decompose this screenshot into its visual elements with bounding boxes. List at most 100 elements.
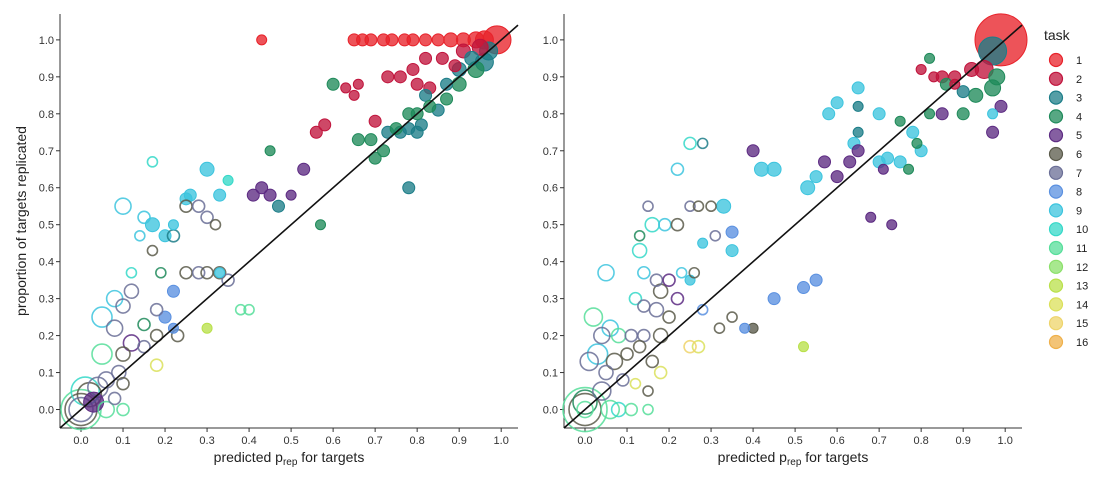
left-point-task-4 xyxy=(315,219,327,231)
right-point-task-4 xyxy=(572,389,598,415)
left-x-tick-label: 0.9 xyxy=(452,435,467,447)
left-point-task-4 xyxy=(137,317,151,332)
left-point-task-7 xyxy=(191,199,206,214)
left-point-task-6 xyxy=(115,346,131,362)
right-point-task-6 xyxy=(713,322,726,334)
right-x-axis-title-sub: rep xyxy=(787,457,802,468)
left-point-task-9 xyxy=(134,229,146,242)
left-x-tick-label: 0.2 xyxy=(157,435,172,447)
right-point-task-7 xyxy=(709,229,722,242)
left-point-task-4 xyxy=(451,76,467,92)
legend-swatch-task-6 xyxy=(1048,146,1064,162)
left-point-task-10 xyxy=(146,156,159,168)
left-point-task-3 xyxy=(271,199,285,213)
left-point-task-1 xyxy=(443,32,459,48)
right-point-task-9 xyxy=(753,161,769,177)
right-point-task-9 xyxy=(822,107,836,121)
left-y-axis-title: proportion of targets replicated xyxy=(13,126,29,316)
left-point-task-2 xyxy=(410,77,424,91)
right-point-task-2 xyxy=(915,63,927,75)
right-point-task-3 xyxy=(696,137,709,150)
left-point-task-11 xyxy=(234,303,247,316)
right-point-task-4 xyxy=(924,108,936,120)
right-point-task-5 xyxy=(877,163,889,175)
left-point-task-7 xyxy=(149,302,164,317)
legend-swatch-task-13 xyxy=(1048,278,1064,293)
left-y-tick-label: 0.1 xyxy=(39,368,54,380)
right-point-task-4 xyxy=(924,52,936,64)
right-point-task-3 xyxy=(956,85,970,99)
right-point-task-6 xyxy=(692,200,705,213)
right-point-task-7 xyxy=(684,200,696,213)
right-point-task-9 xyxy=(809,170,823,184)
right-point-task-6 xyxy=(662,310,676,324)
left-y-tick-label: 0.4 xyxy=(39,257,54,269)
right-point-task-4 xyxy=(633,229,646,242)
left-point-task-9 xyxy=(214,267,226,279)
right-point-task-7 xyxy=(593,326,611,345)
left-point-task-3 xyxy=(419,88,433,102)
left-point-task-1 xyxy=(431,33,445,47)
legend-swatch-task-15 xyxy=(1048,316,1064,331)
left-point-task-9 xyxy=(91,306,113,328)
left-y-tick-label: 0.3 xyxy=(39,294,54,306)
left-point-task-2 xyxy=(340,82,352,94)
left-point-task-9 xyxy=(213,188,227,202)
left-x-tick-label: 0.5 xyxy=(283,435,298,447)
right-x-axis-title-main: predicted p xyxy=(718,449,787,465)
left-point-task-4 xyxy=(368,151,382,165)
left-point-task-2 xyxy=(318,118,332,132)
legend-swatch-task-9 xyxy=(1048,203,1064,218)
right-point-task-11 xyxy=(562,386,608,433)
right-x-tick-label: 0.3 xyxy=(703,435,718,447)
legend-label-task-1: 1 xyxy=(1076,55,1082,67)
left-y-tick-label: 0.9 xyxy=(39,72,54,84)
right-point-task-3 xyxy=(852,100,864,112)
left-point-task-6 xyxy=(146,244,159,257)
left-point-task-11 xyxy=(116,402,130,417)
right-point-task-10 xyxy=(644,216,661,233)
legend-label-task-9: 9 xyxy=(1076,205,1082,217)
left-point-task-7 xyxy=(191,265,206,280)
left-point-task-2 xyxy=(309,125,323,139)
right-point-task-11 xyxy=(576,400,594,419)
right-x-tick-label: 0.0 xyxy=(577,435,592,447)
left-point-task-7 xyxy=(115,298,131,314)
left-point-task-2 xyxy=(381,70,395,84)
right-point-task-9 xyxy=(716,198,732,214)
left-point-task-2 xyxy=(435,51,449,65)
right-point-task-9 xyxy=(906,125,920,139)
left-point-task-4 xyxy=(351,133,365,147)
right-point-task-7 xyxy=(598,364,614,381)
right-x-tick-label: 0.5 xyxy=(787,435,802,447)
left-point-task-6 xyxy=(212,265,227,280)
left-point-task-11 xyxy=(91,343,113,365)
left-x-axis-title-sub: rep xyxy=(283,457,298,468)
right-point-task-9 xyxy=(725,244,739,258)
right-point-task-6 xyxy=(726,311,738,323)
left-point-task-2 xyxy=(352,78,364,90)
left-point-task-4 xyxy=(364,133,378,147)
left-x-tick-label: 0.8 xyxy=(410,435,425,447)
right-x-tick-label: 0.1 xyxy=(619,435,634,447)
left-point-task-7 xyxy=(221,273,235,287)
right-point-task-8 xyxy=(767,292,781,306)
right-identity-line xyxy=(563,24,1023,429)
left-point-task-5 xyxy=(255,181,269,195)
right-point-task-6 xyxy=(670,217,685,232)
left-point-task-4 xyxy=(155,266,167,279)
right-y-tick-label: 0.9 xyxy=(543,72,558,84)
left-y-tick-label: 0.7 xyxy=(39,146,54,158)
right-point-task-14 xyxy=(629,377,642,390)
left-point-task-4 xyxy=(423,99,437,113)
right-point-task-4 xyxy=(894,115,906,127)
left-point-task-2 xyxy=(471,38,489,56)
left-point-task-3 xyxy=(440,77,454,91)
right-point-task-9 xyxy=(872,107,886,121)
left-y-tick-label: 0.0 xyxy=(39,405,54,417)
right-point-task-4 xyxy=(903,163,915,175)
left-point-task-6 xyxy=(179,265,193,280)
right-point-task-6 xyxy=(605,352,624,371)
legend-label-task-4: 4 xyxy=(1076,111,1082,123)
